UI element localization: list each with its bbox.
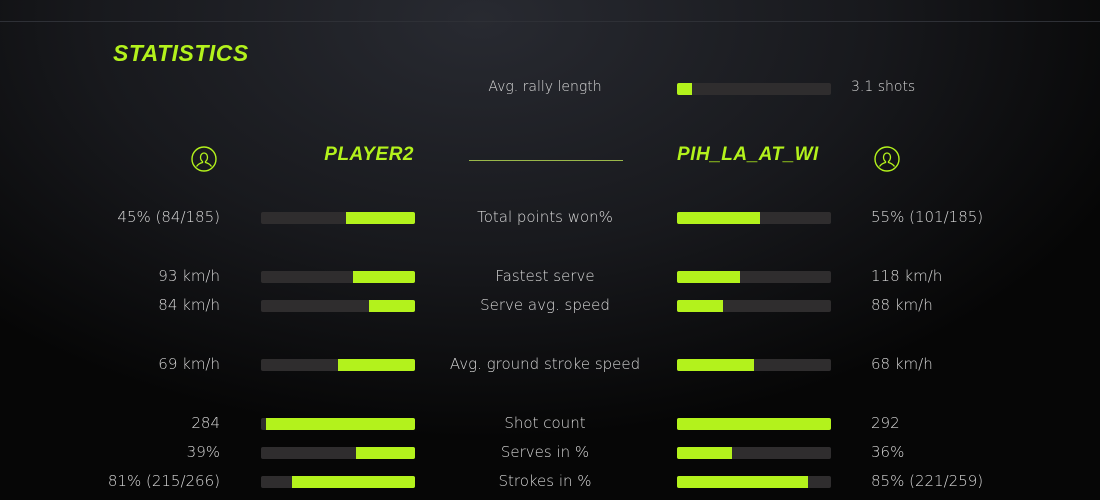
page-title: STATISTICS xyxy=(113,40,249,66)
left-bar-fill xyxy=(345,212,415,224)
stat-label: Serve avg. speed xyxy=(480,296,610,314)
left-value: 45% (84/185) xyxy=(117,208,220,226)
right-bar xyxy=(677,271,831,283)
right-bar xyxy=(677,359,831,371)
left-value: 284 xyxy=(191,414,220,432)
right-bar xyxy=(677,300,831,312)
stat-row: 93 km/h Fastest serve 118 km/h xyxy=(0,267,1100,287)
user-circle-icon xyxy=(874,146,900,172)
right-bar-fill xyxy=(677,271,741,283)
stat-label: Strokes in % xyxy=(498,472,592,490)
stat-label: Total points won% xyxy=(477,208,613,226)
right-bar-fill xyxy=(677,300,724,312)
left-bar-fill xyxy=(368,300,415,312)
right-bar xyxy=(677,418,831,430)
rally-bar-fill xyxy=(677,83,693,95)
left-bar xyxy=(261,418,415,430)
right-bar-fill xyxy=(677,359,754,371)
left-value: 69 km/h xyxy=(158,355,220,373)
left-bar xyxy=(261,476,415,488)
right-player-name: PIH_LA_AT_WI xyxy=(677,144,819,165)
stat-row: 84 km/h Serve avg. speed 88 km/h xyxy=(0,296,1100,316)
right-bar-fill xyxy=(677,212,761,224)
stat-row-rally: Avg. rally length 3.1 shots xyxy=(0,79,1100,99)
left-bar-fill xyxy=(291,476,415,488)
stat-row: 45% (84/185) Total points won% 55% (101/… xyxy=(0,208,1100,228)
right-bar-fill xyxy=(677,447,733,459)
left-bar xyxy=(261,271,415,283)
right-value: 36% xyxy=(871,443,905,461)
left-bar-fill xyxy=(353,271,415,283)
left-bar-fill xyxy=(265,418,415,430)
right-value: 55% (101/185) xyxy=(871,208,984,226)
right-bar xyxy=(677,212,831,224)
top-divider xyxy=(0,21,1100,22)
right-bar-fill xyxy=(677,476,808,488)
rally-value: 3.1 shots xyxy=(851,79,916,95)
left-value: 84 km/h xyxy=(158,296,220,314)
left-bar-fill xyxy=(356,447,415,459)
left-bar xyxy=(261,300,415,312)
user-circle-icon xyxy=(191,146,217,172)
left-bar xyxy=(261,447,415,459)
stat-row: 69 km/h Avg. ground stroke speed 68 km/h xyxy=(0,355,1100,375)
right-value: 68 km/h xyxy=(871,355,933,373)
left-value: 39% xyxy=(186,443,220,461)
right-value: 88 km/h xyxy=(871,296,933,314)
stat-label: Avg. ground stroke speed xyxy=(449,355,641,373)
stat-label: Serves in % xyxy=(500,443,590,461)
stat-label: Avg. rally length xyxy=(488,79,602,95)
left-bar xyxy=(261,212,415,224)
right-value: 118 km/h xyxy=(871,267,943,285)
left-bar xyxy=(261,359,415,371)
stat-row: 81% (215/266) Strokes in % 85% (221/259) xyxy=(0,472,1100,492)
right-value: 85% (221/259) xyxy=(871,472,984,490)
left-player-name: PLAYER2 xyxy=(324,144,414,165)
stat-row: 39% Serves in % 36% xyxy=(0,443,1100,463)
right-bar xyxy=(677,447,831,459)
rally-bar xyxy=(677,83,831,95)
left-bar-fill xyxy=(338,359,415,371)
stat-row: 284 Shot count 292 xyxy=(0,414,1100,434)
stat-label: Fastest serve xyxy=(495,267,595,285)
right-bar-fill xyxy=(677,418,831,430)
left-value: 93 km/h xyxy=(158,267,220,285)
header-divider xyxy=(469,160,623,161)
stat-label: Shot count xyxy=(504,414,586,432)
right-bar xyxy=(677,476,831,488)
right-value: 292 xyxy=(871,414,900,432)
left-value: 81% (215/266) xyxy=(107,472,220,490)
